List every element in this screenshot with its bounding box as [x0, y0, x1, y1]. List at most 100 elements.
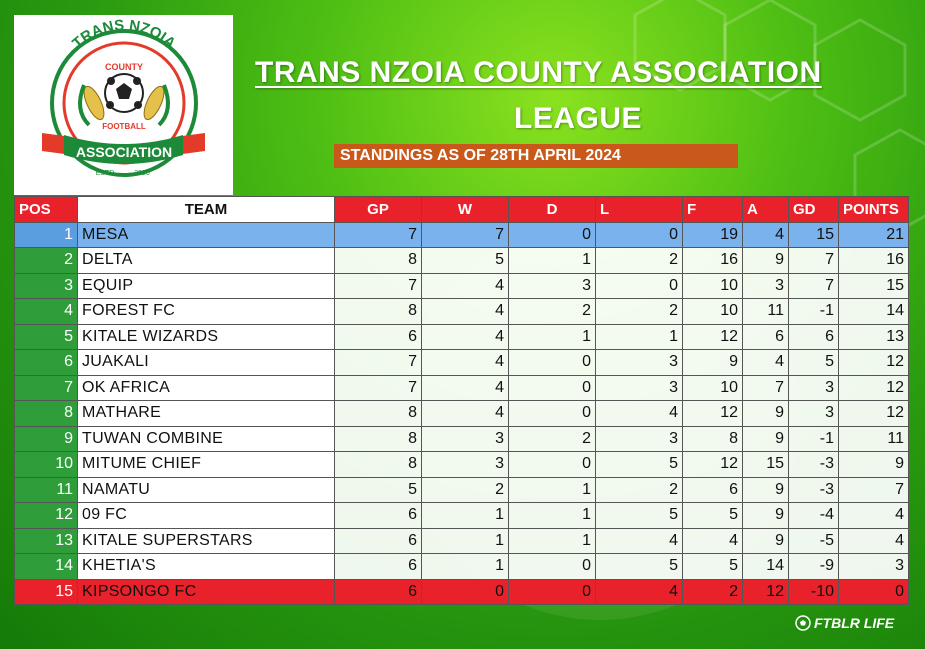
cell-w: 4: [421, 323, 509, 350]
cell-d: 2: [508, 425, 596, 452]
table-row: 3 EQUIP 7 4 3 0 10 3 7 15: [14, 272, 909, 299]
cell-pos: 13: [14, 527, 78, 554]
col-header-points: POINTS: [838, 196, 909, 223]
cell-gd: -10: [788, 578, 839, 605]
cell-team: FOREST FC: [77, 298, 335, 325]
cell-a: 4: [742, 221, 789, 248]
cell-team: KHETIA'S: [77, 553, 335, 580]
cell-gp: 8: [334, 425, 422, 452]
cell-points: 13: [838, 323, 909, 350]
col-header-f: F: [682, 196, 743, 223]
cell-w: 5: [421, 247, 509, 274]
cell-w: 4: [421, 298, 509, 325]
cell-gd: 7: [788, 272, 839, 299]
cell-f: 16: [682, 247, 743, 274]
cell-d: 1: [508, 502, 596, 529]
cell-l: 5: [595, 451, 683, 478]
cell-gd: -3: [788, 451, 839, 478]
cell-gp: 8: [334, 298, 422, 325]
cell-gd: 15: [788, 221, 839, 248]
cell-f: 4: [682, 527, 743, 554]
cell-f: 12: [682, 323, 743, 350]
association-crest-icon: TRANS NZOIA COUNTY FOOTBALL ASSOCIATION …: [42, 17, 205, 177]
cell-team: EQUIP: [77, 272, 335, 299]
cell-points: 3: [838, 553, 909, 580]
cell-l: 5: [595, 502, 683, 529]
cell-team: DELTA: [77, 247, 335, 274]
cell-l: 2: [595, 476, 683, 503]
cell-w: 7: [421, 221, 509, 248]
cell-pos: 1: [14, 221, 78, 248]
cell-a: 9: [742, 425, 789, 452]
cell-points: 7: [838, 476, 909, 503]
cell-w: 4: [421, 349, 509, 376]
cell-team: TUWAN COMBINE: [77, 425, 335, 452]
table-row: 9 TUWAN COMBINE 8 3 2 3 8 9 -1 11: [14, 425, 909, 452]
cell-pos: 8: [14, 400, 78, 427]
cell-a: 12: [742, 578, 789, 605]
cell-gp: 8: [334, 400, 422, 427]
cell-f: 12: [682, 451, 743, 478]
cell-a: 4: [742, 349, 789, 376]
cell-team: 09 FC: [77, 502, 335, 529]
cell-pos: 10: [14, 451, 78, 478]
logo-football-text: FOOTBALL: [102, 122, 146, 131]
cell-a: 15: [742, 451, 789, 478]
ball-icon: [795, 615, 811, 634]
table-row: 11 NAMATU 5 2 1 2 6 9 -3 7: [14, 476, 909, 503]
cell-w: 4: [421, 400, 509, 427]
cell-a: 7: [742, 374, 789, 401]
cell-points: 12: [838, 349, 909, 376]
standings-table: POS TEAM GP W D L F A GD POINTS 1 MESA 7…: [14, 196, 909, 605]
logo-year-text: 2020: [134, 170, 150, 177]
cell-pos: 12: [14, 502, 78, 529]
cell-l: 3: [595, 374, 683, 401]
cell-w: 1: [421, 527, 509, 554]
col-header-a: A: [742, 196, 789, 223]
cell-f: 6: [682, 476, 743, 503]
cell-d: 0: [508, 451, 596, 478]
cell-gd: -3: [788, 476, 839, 503]
cell-gd: 3: [788, 374, 839, 401]
cell-pos: 7: [14, 374, 78, 401]
table-row: 1 MESA 7 7 0 0 19 4 15 21: [14, 221, 909, 248]
cell-gd: -4: [788, 502, 839, 529]
cell-d: 1: [508, 527, 596, 554]
cell-l: 4: [595, 527, 683, 554]
cell-d: 2: [508, 298, 596, 325]
standings-date-banner: STANDINGS AS OF 28TH APRIL 2024: [334, 144, 738, 168]
table-row: 10 MITUME CHIEF 8 3 0 5 12 15 -3 9: [14, 451, 909, 478]
table-row: 6 JUAKALI 7 4 0 3 9 4 5 12: [14, 349, 909, 376]
cell-a: 3: [742, 272, 789, 299]
table-row: 4 FOREST FC 8 4 2 2 10 11 -1 14: [14, 298, 909, 325]
cell-gd: 6: [788, 323, 839, 350]
cell-d: 0: [508, 553, 596, 580]
cell-gd: 7: [788, 247, 839, 274]
cell-gp: 5: [334, 476, 422, 503]
cell-f: 10: [682, 272, 743, 299]
cell-pos: 4: [14, 298, 78, 325]
cell-l: 0: [595, 272, 683, 299]
cell-a: 9: [742, 527, 789, 554]
cell-l: 4: [595, 400, 683, 427]
cell-d: 0: [508, 221, 596, 248]
cell-a: 9: [742, 247, 789, 274]
cell-team: NAMATU: [77, 476, 335, 503]
cell-gp: 8: [334, 247, 422, 274]
cell-points: 15: [838, 272, 909, 299]
cell-w: 0: [421, 578, 509, 605]
ftblr-life-watermark: FTBLR LIFE: [795, 615, 894, 634]
col-header-gp: GP: [334, 196, 422, 223]
cell-l: 4: [595, 578, 683, 605]
cell-a: 9: [742, 502, 789, 529]
cell-d: 1: [508, 247, 596, 274]
cell-f: 10: [682, 374, 743, 401]
cell-gp: 7: [334, 272, 422, 299]
cell-gd: 5: [788, 349, 839, 376]
cell-team: KITALE WIZARDS: [77, 323, 335, 350]
cell-points: 16: [838, 247, 909, 274]
cell-points: 12: [838, 400, 909, 427]
cell-d: 3: [508, 272, 596, 299]
cell-pos: 11: [14, 476, 78, 503]
cell-gp: 6: [334, 323, 422, 350]
